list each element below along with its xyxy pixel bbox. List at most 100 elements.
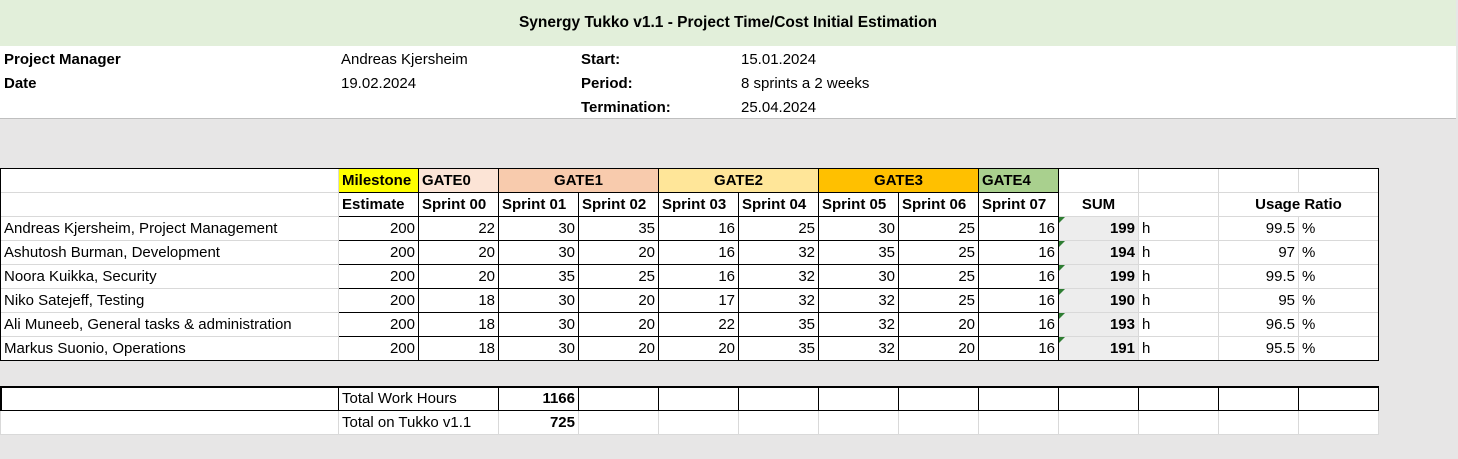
start-label[interactable]: Start: — [581, 51, 621, 68]
percent-cell[interactable]: % — [1298, 216, 1379, 241]
percent-cell[interactable]: % — [1298, 288, 1379, 313]
sprint-hours-cell[interactable]: 20 — [418, 240, 499, 265]
cell[interactable] — [898, 386, 979, 411]
cell[interactable] — [1218, 168, 1299, 193]
percent-cell[interactable]: % — [1298, 264, 1379, 289]
sprint-hours-cell[interactable]: 30 — [818, 264, 899, 289]
cell[interactable] — [0, 410, 339, 435]
percent-cell[interactable]: % — [1298, 240, 1379, 265]
member-name[interactable]: Markus Suonio, Operations — [0, 336, 339, 361]
sprint-hours-cell[interactable]: 20 — [898, 336, 979, 361]
sprint-hours-cell[interactable]: 25 — [898, 240, 979, 265]
sprint-hours-cell[interactable]: 35 — [578, 216, 659, 241]
cell[interactable] — [1138, 168, 1219, 193]
cell[interactable] — [1298, 386, 1379, 411]
cell[interactable] — [0, 192, 339, 217]
cell[interactable] — [658, 386, 739, 411]
date-value[interactable]: 19.02.2024 — [341, 75, 417, 92]
sprint-hours-cell[interactable]: 16 — [658, 264, 739, 289]
sprint-hours-cell[interactable]: 32 — [818, 312, 899, 337]
cell[interactable] — [1218, 386, 1299, 411]
cell[interactable] — [1058, 410, 1139, 435]
member-name[interactable]: Niko Satejeff, Testing — [0, 288, 339, 313]
sprint-hours-cell[interactable]: 17 — [658, 288, 739, 313]
total-work-hours-label[interactable]: Total Work Hours — [338, 386, 499, 411]
sprint-header[interactable]: Sprint 01 — [498, 192, 579, 217]
usage-ratio-cell[interactable]: 96.5 — [1218, 312, 1299, 337]
sprint-hours-cell[interactable]: 18 — [418, 288, 499, 313]
sprint-hours-cell[interactable]: 25 — [898, 216, 979, 241]
project-manager-value[interactable]: Andreas Kjersheim — [341, 51, 468, 68]
sprint-hours-cell[interactable]: 20 — [578, 312, 659, 337]
sprint-hours-cell[interactable]: 22 — [418, 216, 499, 241]
cell[interactable] — [978, 386, 1059, 411]
gate2-header[interactable]: GATE2 — [658, 168, 819, 193]
usage-ratio-header[interactable]: Usage Ratio — [1218, 192, 1379, 217]
sprint-hours-cell[interactable]: 20 — [418, 264, 499, 289]
member-name[interactable]: Andreas Kjersheim, Project Management — [0, 216, 339, 241]
sprint-hours-cell[interactable]: 30 — [498, 312, 579, 337]
cell[interactable] — [658, 410, 739, 435]
cell[interactable] — [1058, 168, 1139, 193]
cell[interactable] — [1138, 410, 1219, 435]
cell[interactable] — [578, 410, 659, 435]
sprint-hours-cell[interactable]: 35 — [738, 336, 819, 361]
sprint-header[interactable]: Sprint 06 — [898, 192, 979, 217]
sprint-header[interactable]: Sprint 07 — [978, 192, 1059, 217]
sprint-hours-cell[interactable]: 20 — [578, 288, 659, 313]
sprint-hours-cell[interactable]: 35 — [498, 264, 579, 289]
sprint-hours-cell[interactable]: 32 — [818, 336, 899, 361]
cell[interactable] — [0, 386, 339, 411]
sprint-hours-cell[interactable]: 20 — [898, 312, 979, 337]
sprint-hours-cell[interactable]: 35 — [738, 312, 819, 337]
sprint-hours-cell[interactable]: 18 — [418, 336, 499, 361]
sprint-hours-cell[interactable]: 25 — [738, 216, 819, 241]
sprint-hours-cell[interactable]: 16 — [658, 216, 739, 241]
sprint-hours-cell[interactable]: 32 — [738, 240, 819, 265]
start-value[interactable]: 15.01.2024 — [741, 51, 817, 68]
milestone-header[interactable]: Milestone — [338, 168, 419, 193]
estimate-header[interactable]: Estimate — [338, 192, 419, 217]
sprint-hours-cell[interactable]: 20 — [578, 336, 659, 361]
termination-label[interactable]: Termination: — [581, 99, 671, 116]
estimate-cell[interactable]: 200 — [338, 288, 419, 313]
sprint-hours-cell[interactable]: 20 — [578, 240, 659, 265]
unit-cell[interactable]: h — [1138, 312, 1219, 337]
sum-cell[interactable]: 191 — [1058, 336, 1139, 361]
period-value[interactable]: 8 sprints a 2 weeks — [741, 75, 870, 92]
sprint-hours-cell[interactable]: 32 — [738, 264, 819, 289]
cell[interactable] — [818, 386, 899, 411]
estimate-cell[interactable]: 200 — [338, 240, 419, 265]
usage-ratio-cell[interactable]: 97 — [1218, 240, 1299, 265]
sum-cell[interactable]: 199 — [1058, 264, 1139, 289]
cell[interactable] — [1298, 168, 1379, 193]
sprint-header[interactable]: Sprint 03 — [658, 192, 739, 217]
estimate-cell[interactable]: 200 — [338, 264, 419, 289]
cell[interactable] — [578, 386, 659, 411]
total-work-hours-value[interactable]: 1166 — [498, 386, 579, 411]
gate3-header[interactable]: GATE3 — [818, 168, 979, 193]
sprint-hours-cell[interactable]: 18 — [418, 312, 499, 337]
usage-ratio-cell[interactable]: 95.5 — [1218, 336, 1299, 361]
estimate-cell[interactable]: 200 — [338, 336, 419, 361]
gate0-header[interactable]: GATE0 — [418, 168, 499, 193]
unit-cell[interactable]: h — [1138, 216, 1219, 241]
sum-cell[interactable]: 199 — [1058, 216, 1139, 241]
sprint-hours-cell[interactable]: 16 — [978, 240, 1059, 265]
gate4-header[interactable]: GATE4 — [978, 168, 1059, 193]
cell[interactable] — [1218, 410, 1299, 435]
sprint-hours-cell[interactable]: 16 — [658, 240, 739, 265]
total-tukko-value[interactable]: 725 — [498, 410, 579, 435]
sum-cell[interactable]: 193 — [1058, 312, 1139, 337]
sprint-hours-cell[interactable]: 32 — [818, 288, 899, 313]
member-name[interactable]: Noora Kuikka, Security — [0, 264, 339, 289]
sprint-hours-cell[interactable]: 35 — [818, 240, 899, 265]
unit-cell[interactable]: h — [1138, 264, 1219, 289]
usage-ratio-cell[interactable]: 99.5 — [1218, 216, 1299, 241]
cell[interactable] — [738, 410, 819, 435]
unit-cell[interactable]: h — [1138, 288, 1219, 313]
sprint-hours-cell[interactable]: 25 — [898, 288, 979, 313]
sprint-hours-cell[interactable]: 16 — [978, 336, 1059, 361]
sprint-hours-cell[interactable]: 25 — [898, 264, 979, 289]
estimate-cell[interactable]: 200 — [338, 216, 419, 241]
